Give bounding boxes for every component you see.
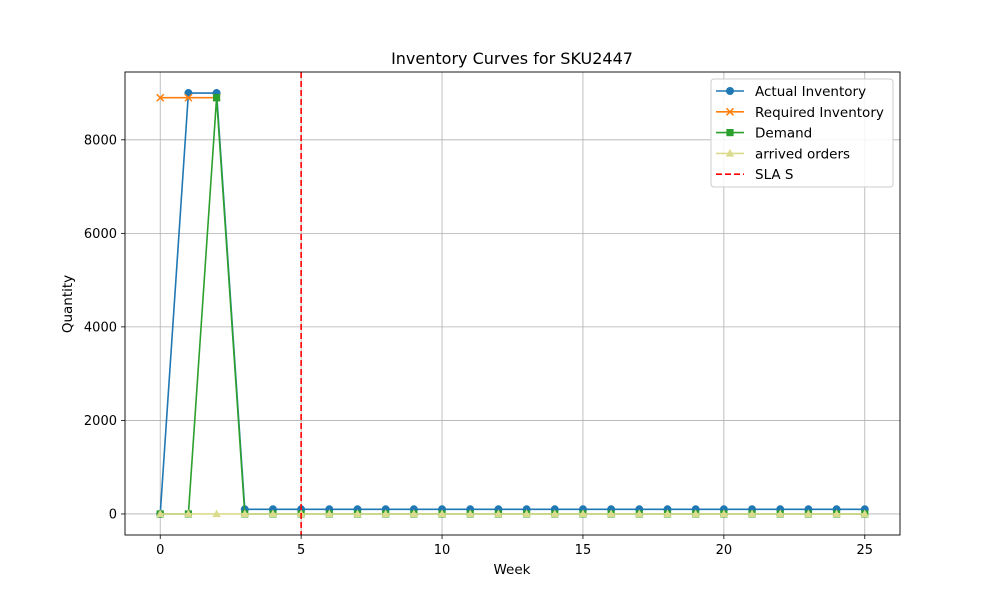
data-point-arrived-orders	[156, 509, 165, 518]
data-point-arrived-orders	[466, 509, 475, 518]
data-point-arrived-orders	[804, 509, 813, 518]
x-tick-label: 15	[575, 543, 592, 558]
x-tick-label: 0	[156, 543, 164, 558]
legend-label-arrived-orders: arrived orders	[755, 146, 850, 162]
data-point-arrived-orders	[437, 509, 447, 518]
y-tick-label: 6000	[84, 227, 117, 242]
data-point-arrived-orders	[522, 509, 531, 518]
data-point-arrived-orders	[353, 509, 362, 518]
series-line-actual-inventory	[159, 92, 865, 515]
legend-box	[710, 78, 894, 188]
chart-title: Inventory Curves for SKU2447	[391, 49, 633, 68]
legend: Actual Inventory Required Inventory Demand…	[710, 78, 894, 188]
data-point-arrived-orders	[325, 509, 334, 518]
legend-marker-demand	[726, 129, 734, 137]
x-axis-title: Week	[494, 562, 531, 578]
data-point-arrived-orders	[832, 509, 841, 518]
data-point-arrived-orders	[747, 509, 757, 518]
legend-label-demand: Demand	[755, 126, 812, 142]
x-tick-label: 5	[297, 543, 305, 558]
legend-label-actual-inventory: Actual Inventory	[755, 84, 866, 100]
data-point-arrived-orders	[212, 509, 221, 518]
y-tick-label: 2000	[84, 414, 117, 429]
data-point-arrived-orders	[268, 509, 278, 518]
data-point-arrived-orders	[578, 509, 588, 518]
series-arrived-orders	[156, 509, 869, 518]
data-point-arrived-orders	[184, 509, 193, 518]
data-point-arrived-orders	[550, 509, 559, 518]
y-tick-label: 0	[109, 507, 117, 522]
data-point-arrived-orders	[663, 509, 672, 518]
y-axis-title: Quantity	[60, 275, 76, 333]
data-point-arrived-orders	[719, 509, 729, 518]
data-point-arrived-orders	[240, 509, 249, 518]
legend-marker-required-inventory	[725, 107, 735, 116]
legend-marker-arrived-orders	[725, 148, 735, 157]
legend-marker-actual-inventory	[726, 87, 734, 95]
legend-label-required-inventory: Required Inventory	[755, 105, 884, 121]
x-tick-label: 10	[434, 543, 451, 558]
data-point-arrived-orders	[409, 509, 419, 518]
legend-label-sla-s: SLA S	[755, 167, 794, 183]
data-point-arrived-orders	[860, 509, 869, 518]
data-point-arrived-orders	[494, 509, 503, 518]
x-tick-label: 20	[716, 543, 733, 558]
data-point-arrived-orders	[691, 509, 700, 518]
data-point-required-inventory	[156, 93, 165, 102]
data-point-arrived-orders	[606, 509, 616, 518]
data-point-arrived-orders	[635, 509, 644, 518]
plot-area: 0 5 10 15 20 25 0 2000 4000 6000 8000 Actual Invent…	[84, 71, 901, 558]
x-tick-label: 25	[856, 543, 873, 558]
y-tick-label: 8000	[84, 133, 117, 148]
axes-frame	[124, 71, 901, 536]
data-point-arrived-orders	[776, 509, 785, 518]
data-point-required-inventory	[184, 93, 193, 102]
y-tick-label: 4000	[84, 320, 117, 335]
data-point-arrived-orders	[381, 509, 390, 518]
series-layer	[156, 72, 869, 535]
data-point-demand	[212, 94, 221, 102]
